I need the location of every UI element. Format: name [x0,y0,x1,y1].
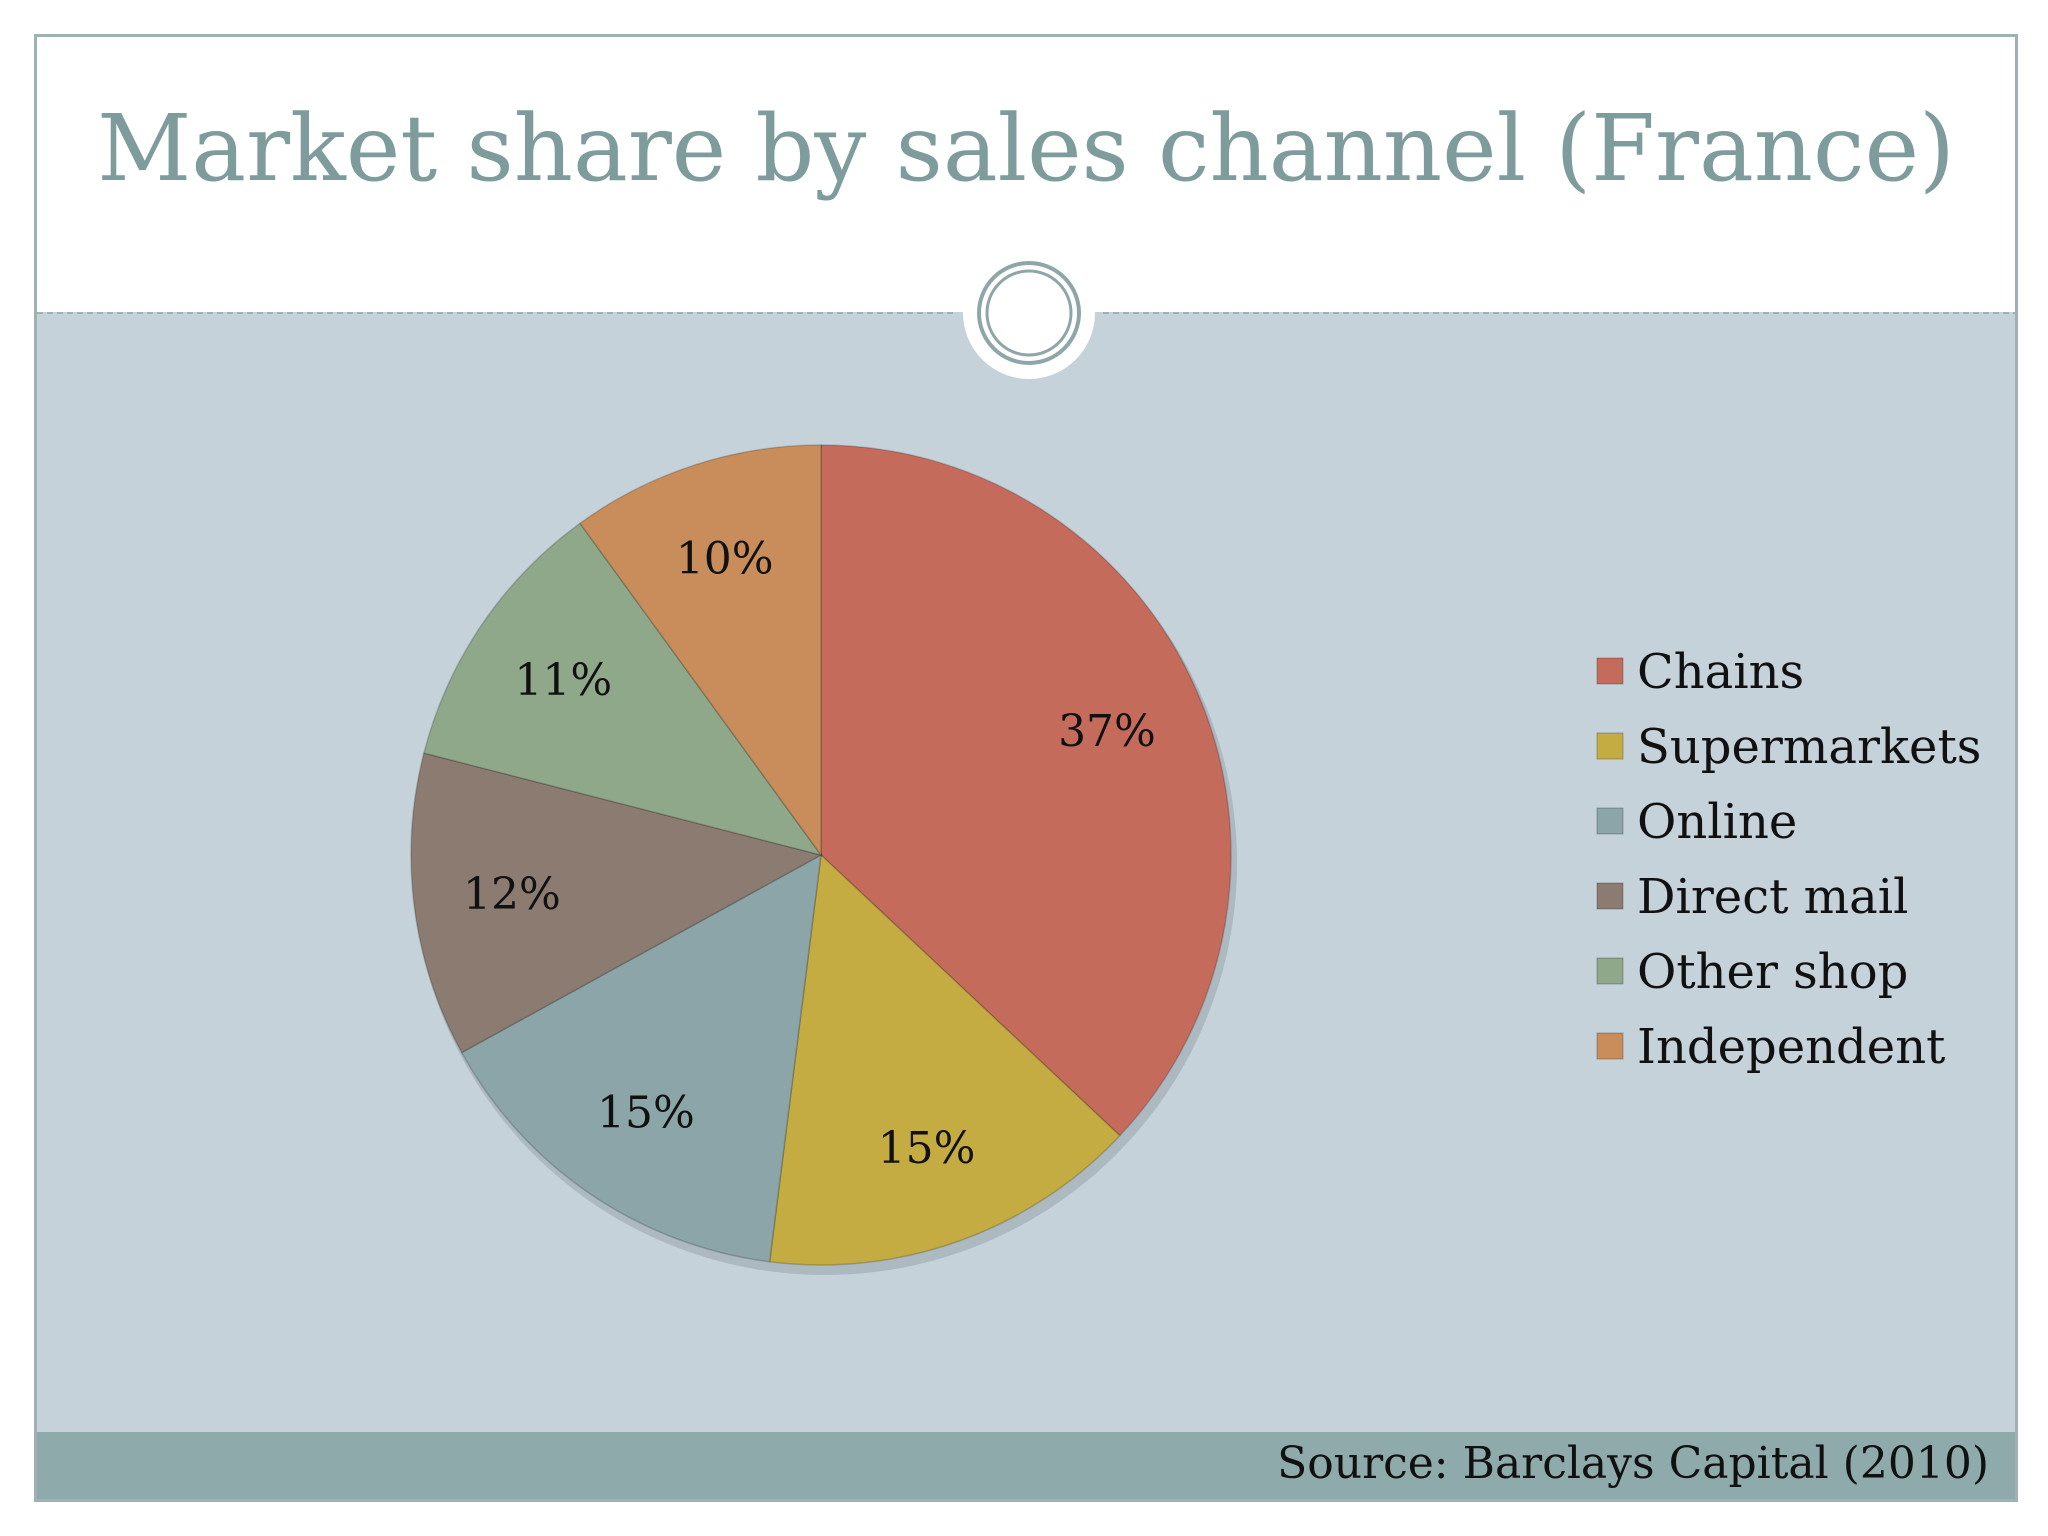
legend-label-supermarkets: Supermarkets [1637,719,1981,775]
pie-slice-direct-mail [410,752,824,1054]
slide: Market share by sales channel (France) 3… [34,34,2018,1502]
pie-slices [410,444,1232,1266]
legend-label-chains: Chains [1637,644,1804,700]
pie-label-independent: 10% [676,534,774,585]
pie-chart: 37% 15% 15% 12% 11% 10% Chains Supermarkets Onl… [410,444,1981,1275]
pie-label-other-shop: 11% [514,655,612,706]
legend-swatch-independent [1596,1032,1624,1060]
pie-slice-other-shop [422,522,823,857]
legend-label-other-shop: Other shop [1637,944,1908,1000]
legend-swatch-other-shop [1596,957,1624,985]
legend-swatch-chains [1596,657,1624,685]
legend-swatch-direct-mail [1596,882,1624,910]
title-divider [37,257,2015,379]
legend-swatch-supermarkets [1596,732,1624,760]
legend-label-direct-mail: Direct mail [1637,869,1908,925]
pie-label-online: 15% [597,1088,695,1139]
divider-ring-inner [985,269,1073,357]
pie-slice-chains [820,444,1232,1137]
pie-label-chains: 37% [1058,706,1156,757]
pie-slice-online [460,853,822,1263]
legend-label-independent: Independent [1637,1019,1945,1075]
pie-label-direct-mail: 12% [463,869,561,920]
pie-slice-independent [578,444,822,858]
slide-title: Market share by sales channel (France) [97,95,1955,202]
pie-label-supermarkets: 15% [878,1123,976,1174]
pie-slice-supermarkets [768,853,1121,1266]
source-note: Source: Barclays Capital (2010) [1277,1438,1989,1489]
divider-ring-outer [977,261,1081,365]
legend-label-online: Online [1637,794,1797,850]
legend-swatch-online [1596,807,1624,835]
pie-data-labels: 37% 15% 15% 12% 11% 10% [463,534,1156,1175]
footer-bar: Source: Barclays Capital (2010) [37,1432,2015,1499]
legend: Chains Supermarkets Online Direct mail Other… [1596,644,1981,1075]
